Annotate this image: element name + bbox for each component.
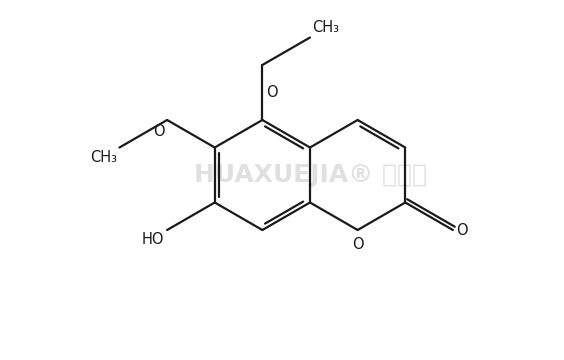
Text: HUAXUEJIA® 化学加: HUAXUEJIA® 化学加 xyxy=(193,163,426,187)
Text: O: O xyxy=(352,237,363,252)
Text: HO: HO xyxy=(142,232,164,247)
Text: O: O xyxy=(266,85,278,100)
Text: O: O xyxy=(153,124,165,139)
Text: O: O xyxy=(456,222,468,238)
Text: CH₃: CH₃ xyxy=(90,149,117,165)
Text: CH₃: CH₃ xyxy=(312,21,339,36)
